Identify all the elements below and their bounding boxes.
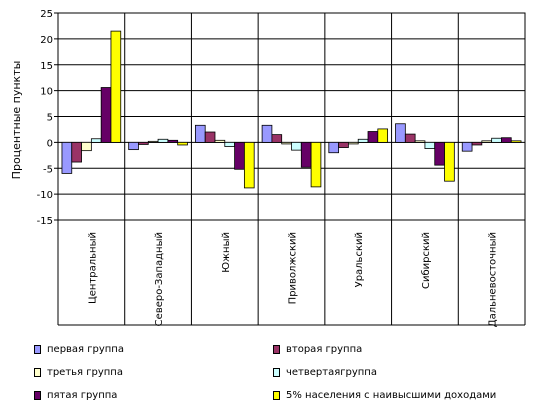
- bar: [214, 139, 226, 143]
- bar: [177, 141, 188, 146]
- y-tick-label: 10: [40, 87, 53, 98]
- bar: [110, 30, 122, 143]
- bar: [461, 141, 473, 152]
- bar: [281, 141, 292, 145]
- bar: [377, 128, 389, 143]
- category-labels: Центральный Северо-Западный Южный Приволжск…: [87, 232, 498, 327]
- bar: [491, 137, 502, 143]
- bar: [167, 139, 179, 143]
- y-axis-title: Процентные пункты: [10, 61, 23, 180]
- legend-label: четвертаягруппа: [286, 366, 377, 378]
- bar: [501, 137, 512, 143]
- legend-item: третья группа: [34, 365, 123, 379]
- bar: [261, 124, 273, 143]
- legend-swatch: [273, 367, 280, 377]
- y-tick-label: 15: [40, 61, 53, 72]
- category-label: Дальневосточный: [488, 232, 499, 327]
- bar: [310, 141, 322, 188]
- legend-item: первая группа: [34, 342, 124, 356]
- bar: [90, 138, 102, 143]
- y-tick-label: 20: [40, 35, 53, 46]
- bar: [147, 140, 159, 143]
- y-tick-label: 5: [47, 113, 53, 124]
- category-label: Сибирский: [421, 232, 432, 289]
- bar: [138, 141, 149, 145]
- y-tick-labels: -15 -10 -5 0 5 10 15 20 25: [37, 9, 53, 227]
- legend-item: 5% населения с наивысшими доходами: [273, 388, 496, 402]
- category-label: Уральский: [354, 232, 365, 287]
- y-tick-label: -5: [43, 164, 53, 175]
- bar: [328, 141, 340, 154]
- legend: первая группа вторая группа третья группа ч…: [0, 335, 539, 415]
- bar: [444, 141, 455, 182]
- category-label: Северо-Западный: [154, 232, 165, 326]
- bar: [157, 138, 169, 143]
- bar: [357, 138, 369, 143]
- bar: [471, 141, 483, 146]
- bar: [224, 141, 235, 147]
- legend-label: пятая группа: [47, 389, 118, 401]
- bar: [367, 131, 379, 143]
- bars: [61, 30, 522, 189]
- y-tick-label: 25: [40, 9, 53, 20]
- chart: -15 -10 -5 0 5 10 15 20 25 Центральный Северо-Зап…: [10, 9, 526, 327]
- bar: [300, 141, 312, 168]
- legend-swatch: [273, 390, 280, 400]
- bar: [81, 141, 92, 152]
- bar: [404, 133, 416, 143]
- bar: [338, 141, 349, 148]
- bar: [71, 141, 82, 163]
- legend-item: вторая группа: [273, 342, 362, 356]
- legend-swatch: [273, 344, 280, 354]
- bar: [434, 141, 445, 166]
- category-label: Центральный: [87, 232, 98, 304]
- legend-swatch: [34, 367, 41, 377]
- legend-label: третья группа: [47, 366, 123, 378]
- legend-item: пятая группа: [34, 388, 117, 402]
- y-tick-label: -15: [37, 216, 53, 227]
- bar: [291, 141, 302, 151]
- bar: [510, 140, 522, 143]
- y-tick-label: -10: [37, 190, 53, 201]
- bar: [395, 123, 406, 143]
- bar: [414, 140, 426, 143]
- legend-label: 5% населения с наивысшими доходами: [286, 389, 497, 401]
- bar: [194, 124, 206, 143]
- category-label: Южный: [221, 232, 232, 273]
- legend-swatch: [34, 344, 41, 354]
- bar: [100, 87, 112, 143]
- bar: [61, 141, 73, 174]
- bar: [481, 140, 493, 143]
- legend-label: вторая группа: [286, 343, 363, 355]
- bar: [424, 141, 436, 149]
- legend-label: первая группа: [47, 343, 124, 355]
- bar: [271, 134, 283, 143]
- bar: [348, 141, 359, 145]
- category-label: Приволжский: [288, 232, 299, 304]
- y-tick-label: 0: [47, 138, 53, 149]
- bar: [243, 141, 255, 189]
- bar: [204, 131, 216, 143]
- axes: [54, 12, 526, 326]
- legend-item: четвертаягруппа: [273, 365, 377, 379]
- bar: [128, 141, 139, 151]
- gridlines: [58, 12, 525, 195]
- legend-swatch: [34, 390, 41, 400]
- bar: [234, 141, 245, 170]
